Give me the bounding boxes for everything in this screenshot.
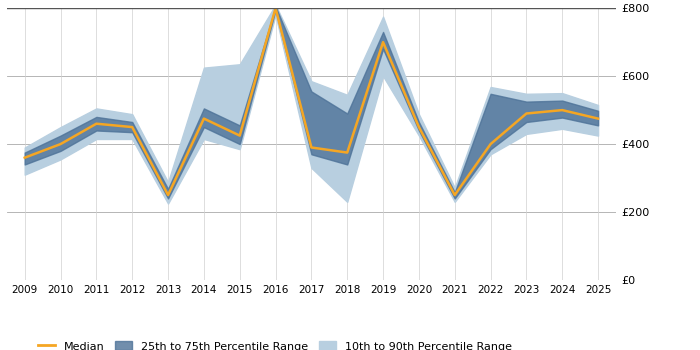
Legend: Median, 25th to 75th Percentile Range, 10th to 90th Percentile Range: Median, 25th to 75th Percentile Range, 1… — [34, 337, 516, 350]
